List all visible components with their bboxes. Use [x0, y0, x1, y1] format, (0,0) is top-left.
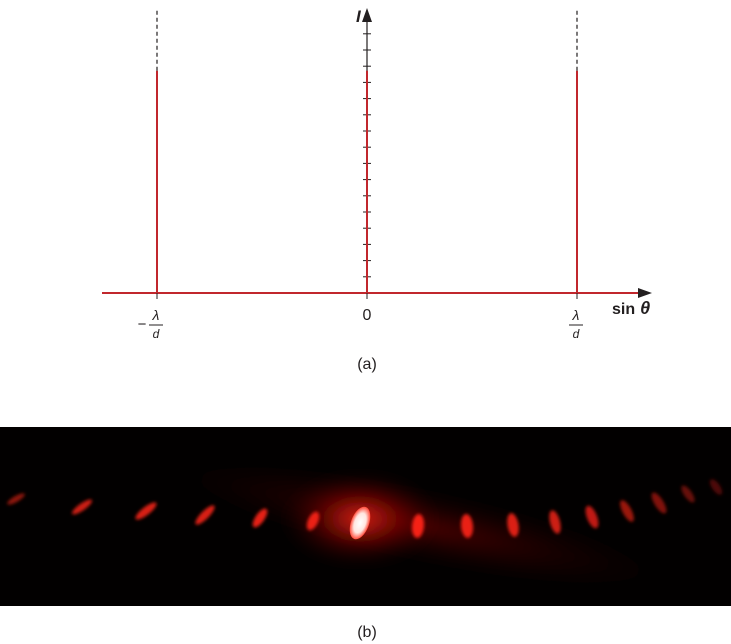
minus-sign: −	[138, 316, 147, 333]
diffraction-spot	[460, 514, 474, 538]
caption-a: (a)	[357, 356, 377, 373]
intensity-chart: I sin θ 0 − λ d λ d	[102, 7, 652, 341]
diffraction-spot	[411, 514, 425, 538]
x-axis-arrow	[638, 288, 652, 298]
x-tick-label-lambda-over-d: λ d	[569, 307, 583, 341]
y-axis-arrow	[362, 8, 372, 22]
diffraction-spot	[71, 499, 93, 515]
x-tick-label-zero: 0	[363, 307, 372, 324]
diffraction-spot	[549, 510, 561, 534]
principal-maxima	[156, 8, 578, 299]
diffraction-spot	[620, 500, 634, 522]
y-axis-label: I	[356, 7, 362, 26]
diffraction-pattern-photo	[0, 427, 731, 606]
x-axis-label: sin θ	[612, 298, 650, 318]
caption-b: (b)	[357, 624, 377, 641]
diffraction-spot	[252, 508, 268, 528]
d-denominator: d	[573, 327, 580, 341]
diffraction-spot	[507, 513, 519, 537]
diffraction-spot	[7, 493, 25, 505]
diffraction-spot	[709, 479, 723, 495]
diffraction-spot	[306, 511, 320, 531]
diffraction-spot	[135, 502, 157, 520]
lambda-numerator: λ	[152, 307, 160, 323]
diffraction-spot	[585, 505, 599, 529]
x-tick-label-minus-lambda-over-d: − λ d	[138, 307, 163, 341]
d-denominator: d	[153, 327, 160, 341]
central-spot	[349, 506, 371, 540]
lambda-numerator: λ	[572, 307, 580, 323]
diffraction-spot	[651, 492, 667, 514]
diffraction-spot	[195, 505, 215, 525]
diffraction-spot	[681, 485, 695, 503]
